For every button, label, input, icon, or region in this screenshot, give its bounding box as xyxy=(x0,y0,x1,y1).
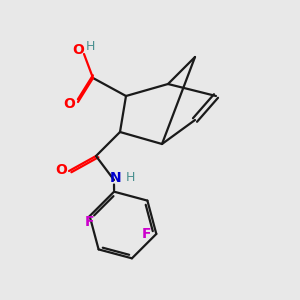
Text: F: F xyxy=(85,215,94,229)
Text: H: H xyxy=(86,40,95,53)
Text: O: O xyxy=(73,44,85,57)
Text: O: O xyxy=(64,97,76,110)
Text: N: N xyxy=(110,171,121,185)
Text: F: F xyxy=(142,227,152,241)
Text: O: O xyxy=(56,164,68,177)
Text: H: H xyxy=(126,171,135,184)
